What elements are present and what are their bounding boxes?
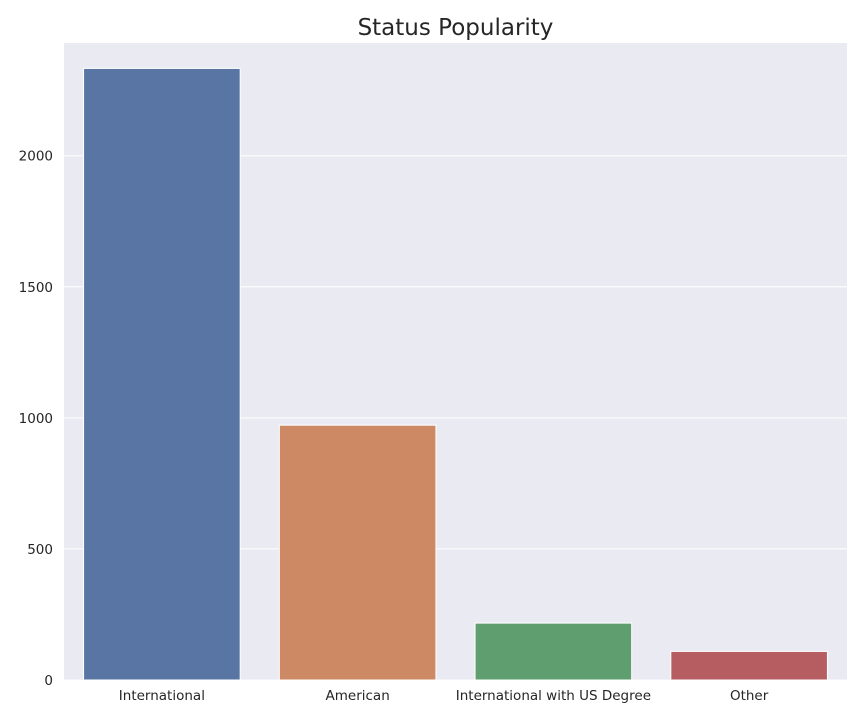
chart-title: Status Popularity — [358, 15, 554, 41]
x-tick-label: International with US Degree — [456, 688, 651, 704]
bar-american — [278, 424, 437, 681]
x-tick-label: Other — [730, 688, 769, 704]
y-axis-ticks: 0 500 1000 1500 2000 — [19, 149, 53, 689]
x-tick-label: International — [119, 688, 205, 704]
x-axis-ticks: International American International with … — [119, 688, 769, 704]
bar-international-with-us-degree — [474, 622, 633, 681]
y-tick-label: 500 — [27, 542, 53, 558]
bar-international — [83, 67, 241, 681]
y-tick-label: 2000 — [19, 149, 53, 165]
x-tick-label: American — [326, 688, 390, 704]
y-tick-label: 1500 — [19, 280, 53, 296]
y-tick-label: 1000 — [19, 411, 53, 427]
bar-other — [670, 650, 828, 681]
bars — [83, 67, 828, 681]
y-tick-label: 0 — [44, 673, 53, 689]
